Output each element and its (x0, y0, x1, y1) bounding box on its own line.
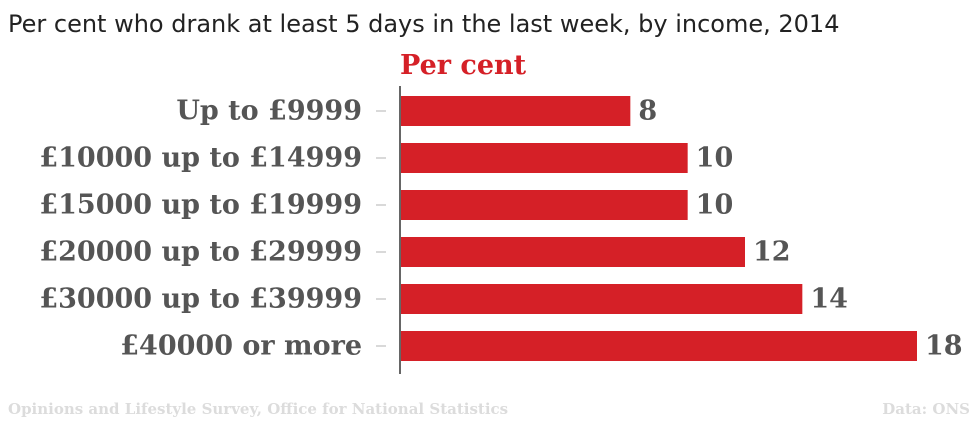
bar (401, 143, 688, 173)
bar-value-label: 10 (696, 143, 734, 174)
chart-title: Per cent who drank at least 5 days in th… (8, 10, 840, 38)
category-label: £40000 or more (120, 331, 362, 362)
category-label: £30000 up to £39999 (39, 284, 362, 315)
category-label: £20000 up to £29999 (39, 237, 362, 268)
footer-source: Opinions and Lifestyle Survey, Office fo… (8, 400, 509, 418)
bars-layer: Up to £9999 8 £10000 up to £14999 10 £15000 … (39, 96, 962, 362)
value-axis-label: Per cent (400, 50, 527, 81)
bar (401, 237, 745, 267)
bar-value-label: 14 (810, 284, 848, 315)
category-label: £10000 up to £14999 (39, 143, 362, 174)
bar-value-label: 8 (638, 96, 657, 127)
bar (401, 331, 917, 361)
footer-credit: Data: ONS (882, 400, 970, 418)
bar-value-label: 12 (753, 237, 791, 268)
bar (401, 284, 803, 314)
category-label: Up to £9999 (176, 96, 362, 127)
bar (401, 96, 631, 126)
bar-value-label: 10 (696, 190, 734, 221)
bar (401, 190, 688, 220)
bar-value-label: 18 (925, 331, 963, 362)
category-label: £15000 up to £19999 (39, 190, 362, 221)
